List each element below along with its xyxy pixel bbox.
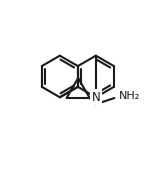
Text: NH₂: NH₂	[119, 92, 140, 102]
Text: N: N	[91, 91, 100, 104]
